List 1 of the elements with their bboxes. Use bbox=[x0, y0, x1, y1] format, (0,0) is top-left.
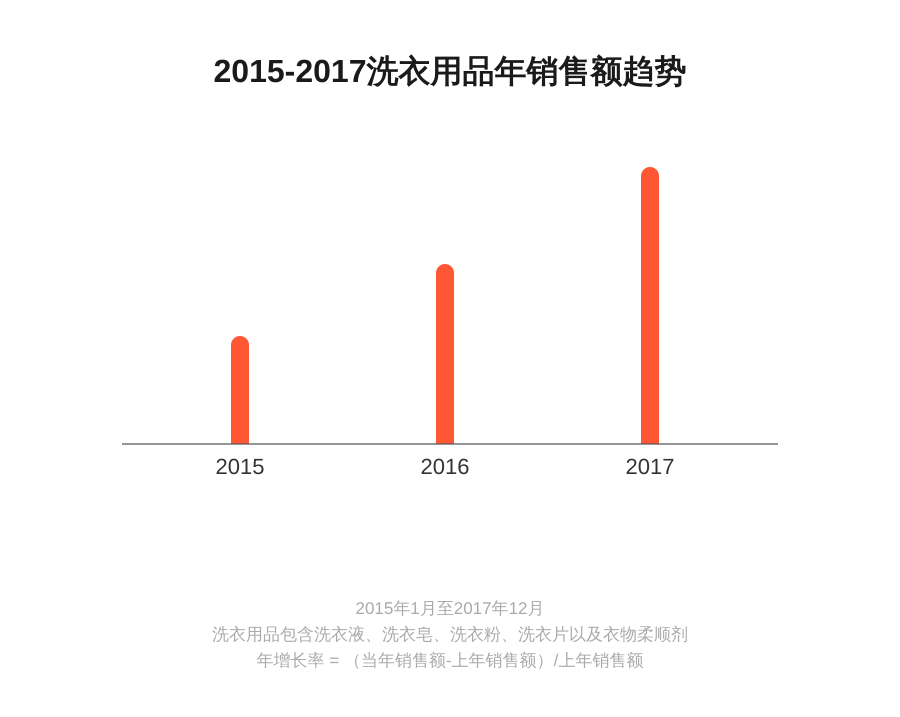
title: 2015-2017洗衣用品年销售额趋势 bbox=[213, 53, 687, 89]
